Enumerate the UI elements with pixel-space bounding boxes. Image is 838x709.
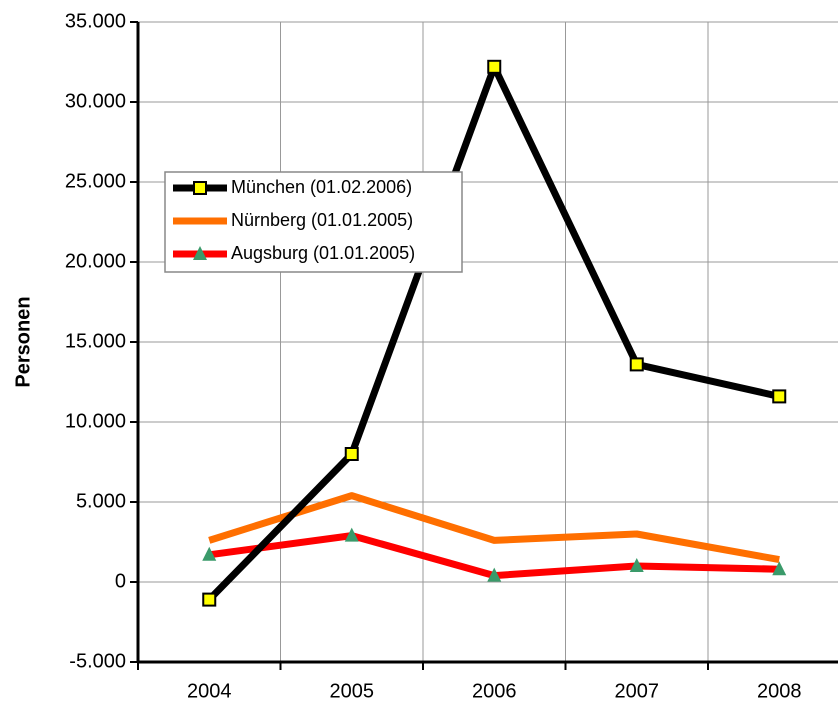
marker bbox=[487, 567, 502, 582]
legend-label: München (01.02.2006) bbox=[231, 177, 412, 197]
legend-label: Nürnberg (01.01.2005) bbox=[231, 210, 413, 230]
y-axis-label: Personen bbox=[12, 296, 34, 387]
plot bbox=[202, 59, 787, 607]
x-tick-label: 2004 bbox=[187, 680, 232, 702]
marker bbox=[487, 59, 502, 74]
x-tick-label: 2005 bbox=[330, 680, 375, 702]
y-tick-label: 0 bbox=[115, 570, 126, 592]
y-tick-label: 35.000 bbox=[65, 10, 126, 32]
y-tick-label: 10.000 bbox=[65, 410, 126, 432]
y-tick-label: 20.000 bbox=[65, 250, 126, 272]
marker bbox=[772, 561, 787, 576]
marker bbox=[202, 546, 217, 561]
x-tick-label: 2007 bbox=[615, 680, 660, 702]
marker bbox=[193, 246, 207, 260]
grid: -5.000 0 5.000 10.000 15.000 20.000 25.000 30.0… bbox=[65, 10, 838, 702]
marker bbox=[344, 527, 359, 542]
y-tick-label: 30.000 bbox=[65, 90, 126, 112]
marker bbox=[344, 447, 359, 461]
marker bbox=[193, 181, 207, 195]
x-tick-label: 2006 bbox=[472, 680, 517, 702]
y-tick-label: 15.000 bbox=[65, 330, 126, 352]
marker bbox=[629, 357, 644, 372]
marker bbox=[202, 592, 217, 607]
marker bbox=[772, 389, 787, 404]
line bbox=[208, 492, 780, 564]
y-tick-label: -5.000 bbox=[69, 650, 126, 672]
marker bbox=[629, 558, 644, 572]
legend-label: Augsburg (01.01.2005) bbox=[231, 243, 415, 263]
line bbox=[206, 63, 781, 603]
y-tick-label: 25.000 bbox=[65, 170, 126, 192]
legend: München (01.02.2006) Nürnberg (01.01.2005… bbox=[164, 171, 463, 273]
y-tick-label: 5.000 bbox=[76, 490, 126, 512]
x-tick-label: 2008 bbox=[757, 680, 802, 702]
